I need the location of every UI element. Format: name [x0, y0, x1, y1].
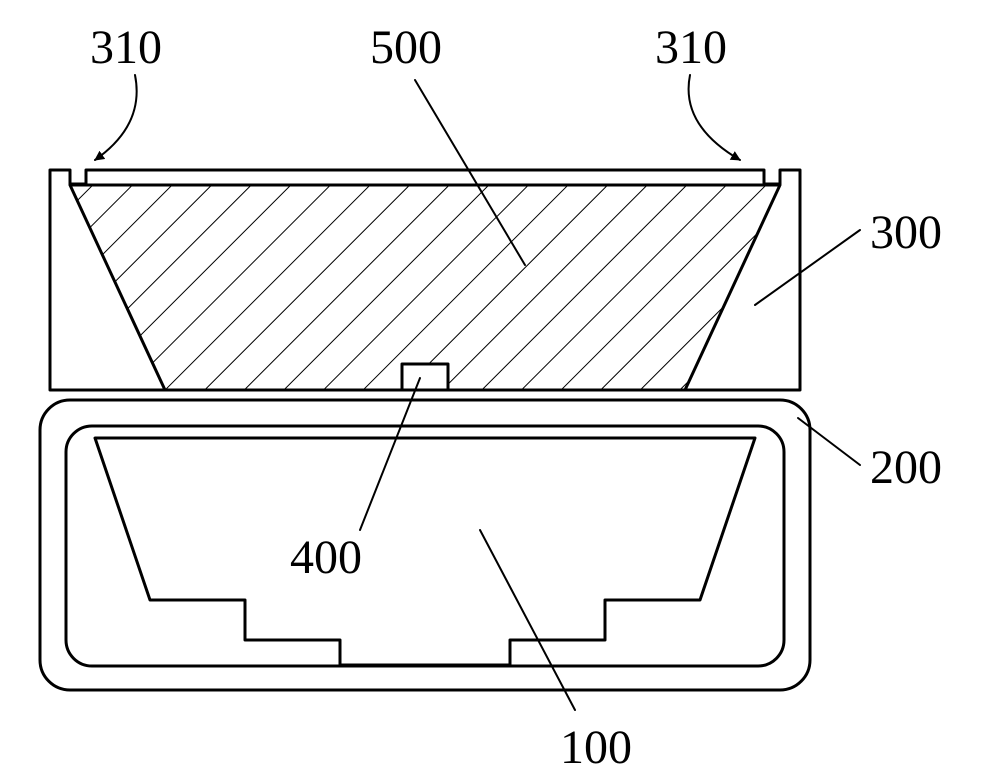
leader-l100: [480, 530, 575, 710]
label-l400: 400: [290, 530, 362, 585]
housing-inner-200: [66, 426, 784, 666]
leader-l200: [798, 418, 860, 465]
crucible-100: [95, 438, 755, 665]
leader-l310_left: [95, 75, 137, 160]
leader-l300: [755, 230, 860, 305]
label-l200: 200: [870, 440, 942, 495]
housing-outer-200: [40, 400, 810, 690]
block-400: [402, 364, 448, 390]
label-l100: 100: [560, 720, 632, 775]
figure-svg: [0, 0, 1000, 771]
label-l310_left: 310: [90, 20, 162, 75]
label-l500: 500: [370, 20, 442, 75]
label-l310_right: 310: [655, 20, 727, 75]
label-l300: 300: [870, 205, 942, 260]
fill-500: [70, 185, 780, 390]
leader-l310_right: [689, 75, 740, 160]
